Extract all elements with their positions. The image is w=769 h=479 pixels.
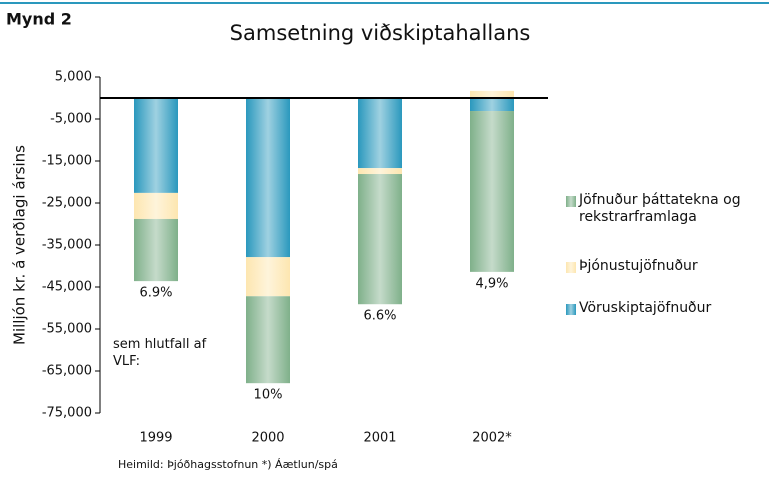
figure-label: Mynd 2	[6, 10, 72, 29]
y-tick-label: -75,000	[42, 406, 92, 421]
chart-title: Samsetning viðskiptahallans	[230, 21, 531, 45]
bar-segment	[358, 168, 402, 175]
y-tick-label: -5,000	[50, 112, 92, 127]
x-tick-label: 2001	[363, 431, 396, 446]
total-label: 4,9%	[475, 276, 508, 291]
source: Heimild: Þjóðhagsstofnun *) Áætlun/spá	[118, 458, 338, 471]
total-label: 6.6%	[363, 309, 396, 324]
legend-swatch	[566, 262, 576, 273]
bar-segment	[470, 90, 514, 98]
total-label: 10%	[254, 388, 283, 403]
bar-segment	[134, 98, 178, 193]
bar-segment	[358, 174, 402, 305]
bar-segment	[470, 98, 514, 112]
bar-segment	[246, 98, 290, 258]
bar-segment	[246, 296, 290, 384]
legend-label: Vöruskiptajöfnuður	[579, 300, 712, 316]
legend-label: Þjónustujöfnuður	[579, 258, 698, 274]
x-tick-label: 2000	[251, 431, 284, 446]
x-tick-label: 1999	[139, 431, 172, 446]
bar-segment	[246, 257, 290, 297]
legend-label: Jöfnuður þáttatekna og rekstrarframlaga	[579, 192, 741, 225]
annotation: sem hlutfall af VLF:	[113, 337, 207, 369]
y-tick-label: -15,000	[42, 154, 92, 169]
y-tick-label: -55,000	[42, 322, 92, 337]
legend-swatch	[566, 304, 576, 315]
legend-swatch	[566, 196, 576, 207]
y-tick-label: 5,000	[55, 70, 92, 85]
bar-segment	[470, 111, 514, 272]
bar-segment	[358, 98, 402, 169]
total-label: 6.9%	[139, 286, 172, 301]
bar-segment	[134, 218, 178, 282]
y-tick-label: -45,000	[42, 280, 92, 295]
y-tick-label: -25,000	[42, 196, 92, 211]
y-axis-label: Milljón kr. á verðlagi ársins	[11, 145, 29, 345]
x-tick-label: 2002*	[472, 431, 512, 446]
y-tick-label: -35,000	[42, 238, 92, 253]
y-tick-label: -65,000	[42, 364, 92, 379]
bar-segment	[134, 192, 178, 219]
